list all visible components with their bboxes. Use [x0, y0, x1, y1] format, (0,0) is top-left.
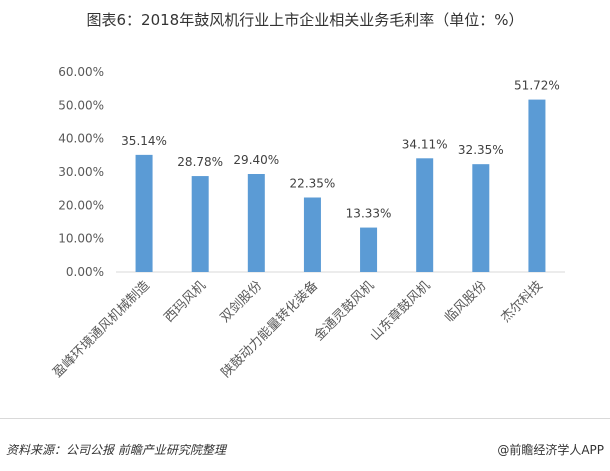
bar [416, 158, 434, 272]
y-tick-label: 20.00% [58, 198, 104, 212]
x-tick-label: 山东章鼓风机 [367, 278, 433, 344]
divider [0, 418, 610, 419]
bar [303, 197, 321, 272]
x-tick-label: 西玛风机 [162, 278, 209, 325]
bar [191, 176, 209, 272]
x-tick-label: 双剑股份 [217, 278, 265, 326]
credit: @前瞻经济学人APP [497, 443, 604, 457]
bar [472, 164, 490, 272]
x-tick-label: 杰尔科技 [498, 278, 545, 325]
data-label: 34.11% [402, 137, 448, 151]
y-tick-label: 50.00% [58, 98, 104, 112]
data-label: 32.35% [458, 143, 504, 157]
source-note: 资料来源：公司公报 前瞻产业研究院整理 [6, 443, 226, 457]
chart-title: 图表6：2018年鼓风机行业上市企业相关业务毛利率（单位：%） [86, 11, 524, 29]
y-tick-label: 40.00% [58, 132, 104, 146]
data-label: 51.72% [514, 79, 560, 93]
bar [528, 99, 546, 272]
bar [135, 154, 153, 272]
x-tick-label: 盈峰环境通风机械制造 [50, 278, 153, 381]
data-label: 35.14% [121, 134, 167, 148]
bar [360, 227, 378, 272]
data-label: 28.78% [177, 155, 223, 169]
bar [247, 174, 265, 272]
y-tick-label: 0.00% [66, 265, 104, 279]
data-label: 13.33% [346, 207, 392, 221]
x-tick-label: 陕鼓动力能量转化装备 [218, 278, 321, 381]
x-tick-label: 临风股份 [442, 278, 489, 325]
data-label: 22.35% [290, 177, 336, 191]
y-tick-label: 60.00% [58, 65, 104, 79]
y-tick-label: 30.00% [58, 165, 104, 179]
y-tick-label: 10.00% [58, 232, 104, 246]
data-label: 29.40% [233, 153, 279, 167]
